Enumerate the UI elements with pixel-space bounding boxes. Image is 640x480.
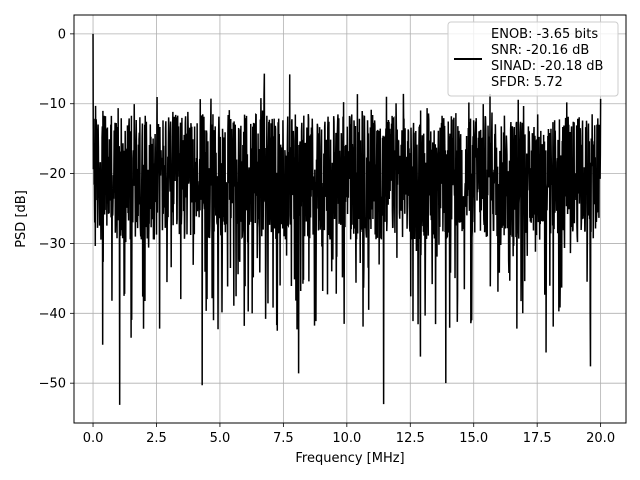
psd-series-line [92,33,602,405]
x-tick-label: 12.5 [396,431,425,446]
x-tick-label: 5.0 [210,431,231,446]
x-tick-label: 15.0 [459,431,488,446]
series-layer [92,33,602,405]
x-tick-label: 7.5 [273,431,294,446]
y-tick-label: −50 [39,377,66,392]
y-tick-label: −10 [39,97,66,112]
y-tick-label: 0 [58,27,66,42]
y-axis-label: PSD [dB] [14,190,29,248]
y-axis-ticks: 0 −10 −20 −30 −40 −50 [39,27,74,392]
legend: ENOB: -3.65 bits SNR: -20.16 dB SINAD: -… [447,21,619,97]
x-tick-label: 2.5 [146,431,167,446]
x-tick-label: 20.0 [586,431,615,446]
y-tick-label: −30 [39,237,66,252]
x-tick-label: 0.0 [83,431,104,446]
y-tick-label: −40 [39,307,66,322]
x-tick-label: 10.0 [332,431,361,446]
legend-snr: SNR: -20.16 dB [491,43,589,58]
legend-sfdr: SFDR: 5.72 [491,75,563,90]
x-axis-ticks: 0.0 2.5 5.0 7.5 10.0 12.5 15.0 17.5 20.0 [83,423,615,446]
legend-enob: ENOB: -3.65 bits [491,27,598,42]
legend-box [447,21,619,97]
x-tick-label: 17.5 [523,431,552,446]
y-tick-label: −20 [39,167,66,182]
legend-sinad: SINAD: -20.18 dB [491,59,603,74]
x-axis-label: Frequency [MHz] [295,451,404,466]
plot-frame [73,14,627,424]
